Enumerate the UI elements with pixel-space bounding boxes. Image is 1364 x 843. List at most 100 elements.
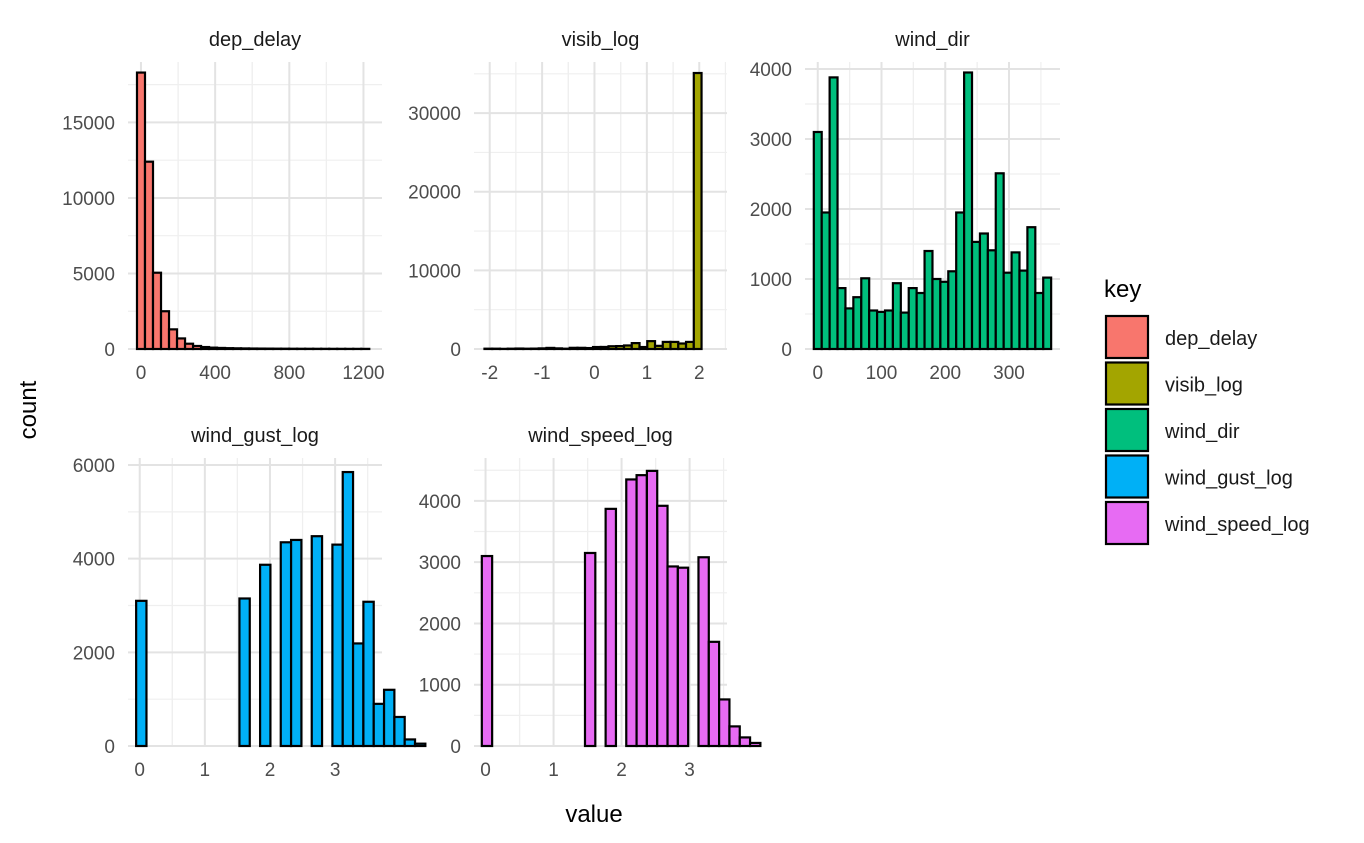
histogram-bar: [994, 172, 1005, 351]
histogram-bar: [1002, 271, 1013, 351]
histogram-bar: [393, 715, 406, 748]
histogram-bar: [635, 474, 649, 748]
legend-item-wind-dir: wind_dir: [1104, 407, 1240, 453]
histogram-bar: [728, 725, 741, 748]
histogram-bar: [362, 600, 375, 748]
histogram-bar: [955, 211, 966, 351]
facet-title: wind_dir: [894, 29, 970, 51]
histogram-bar: [852, 296, 863, 351]
histogram-bar: [875, 310, 887, 351]
histogram-bar: [1042, 276, 1053, 351]
histogram-bar: [238, 597, 251, 748]
histogram-bar: [656, 504, 669, 748]
histogram-bar: [645, 469, 659, 748]
histogram-bar: [604, 507, 618, 748]
histogram-bar: [625, 478, 638, 748]
histogram-bar: [868, 309, 879, 351]
x-tick-label: 1: [642, 363, 653, 384]
histogram-bar: [860, 277, 871, 351]
y-tick-label: 15000: [62, 113, 115, 134]
y-tick-label: 4000: [73, 550, 115, 571]
legend-key-swatch: [1104, 407, 1150, 453]
y-tick-label: 0: [104, 340, 115, 361]
histogram-bar: [676, 566, 690, 748]
histogram-bar: [931, 277, 942, 351]
histogram-bar: [891, 282, 902, 351]
y-tick-label: 1000: [750, 270, 792, 291]
legend-key-label: dep_delay: [1165, 328, 1257, 350]
facet-title: wind_speed_log: [527, 425, 673, 447]
histogram-bar: [707, 640, 721, 748]
x-tick-label: 400: [199, 363, 231, 384]
histogram-bar: [568, 346, 579, 351]
histogram-bar: [738, 736, 752, 748]
x-tick-label: 0: [589, 363, 600, 384]
histogram-bar: [584, 346, 595, 351]
x-tick-label: -1: [534, 363, 551, 384]
histogram-bar: [638, 345, 649, 351]
histogram-bar: [199, 345, 211, 351]
histogram-bar: [923, 249, 934, 351]
histogram-bar: [135, 599, 148, 748]
y-tick-label: 5000: [73, 264, 115, 285]
histogram-bar: [372, 702, 386, 748]
x-tick-label: 2: [265, 760, 276, 781]
x-tick-label: 800: [273, 363, 305, 384]
histogram-bar: [661, 340, 672, 351]
y-axis-title: count: [15, 380, 42, 439]
x-axis-title: value: [565, 801, 622, 828]
histogram-bar: [537, 347, 548, 351]
y-tick-label: 6000: [73, 456, 115, 477]
histogram-bar: [828, 76, 839, 351]
histogram-bar: [591, 345, 602, 351]
histogram-bar: [607, 345, 618, 351]
histogram-bar: [653, 344, 664, 351]
histogram-bar: [986, 249, 997, 351]
histogram-bar: [191, 344, 203, 351]
y-tick-label: 2000: [750, 200, 792, 221]
legend-key-swatch: [1104, 314, 1150, 360]
y-tick-label: 0: [450, 340, 461, 361]
histogram-bar: [963, 71, 974, 351]
histogram-bar: [718, 698, 731, 748]
histogram-bar: [697, 556, 710, 748]
histogram-bar: [289, 538, 303, 748]
histogram-bar: [151, 271, 163, 351]
histogram-bar: [1034, 291, 1045, 351]
histogram-bar: [215, 346, 227, 351]
y-tick-label: 0: [781, 340, 792, 361]
histogram-bar: [207, 346, 219, 351]
y-tick-label: 1000: [419, 676, 461, 697]
x-tick-label: 1200: [342, 363, 384, 384]
legend-item-dep-delay: dep_delay: [1104, 314, 1257, 360]
legend-item-wind-speed-log: wind_speed_log: [1104, 500, 1310, 546]
legend: key dep_delay visib_log wind_dir wind_gust_…: [1104, 276, 1310, 546]
panel-wind-gust-log: wind_gust_log 0 1 2 3 0 2000 4000 6000: [73, 425, 427, 781]
histogram-bar: [310, 535, 324, 748]
histogram-bar: [167, 328, 179, 351]
histogram-bar: [331, 543, 344, 748]
histogram-bar: [232, 347, 243, 351]
x-tick-label: 1: [200, 760, 211, 781]
histogram-bar: [351, 642, 365, 748]
histogram-bar: [159, 310, 171, 351]
histogram-bar: [183, 342, 195, 351]
panel-dep-delay: dep_delay 0 400 800 1200 0 5000 10000 15000: [62, 29, 384, 384]
legend-key-swatch: [1104, 454, 1150, 499]
histogram-bar: [341, 470, 355, 748]
x-tick-label: 0: [136, 363, 147, 384]
histogram-bar: [403, 738, 417, 748]
y-tick-label: 2000: [419, 614, 461, 635]
facet-title: wind_gust_log: [190, 425, 319, 447]
histogram-bar: [240, 347, 251, 351]
histogram-bar: [970, 240, 982, 351]
legend-key-swatch: [1104, 361, 1150, 406]
histogram-bar: [915, 291, 926, 351]
histogram-bar: [947, 270, 958, 351]
histogram-bar: [382, 688, 396, 748]
x-tick-label: 1: [548, 760, 559, 781]
y-tick-label: 3000: [750, 130, 792, 151]
